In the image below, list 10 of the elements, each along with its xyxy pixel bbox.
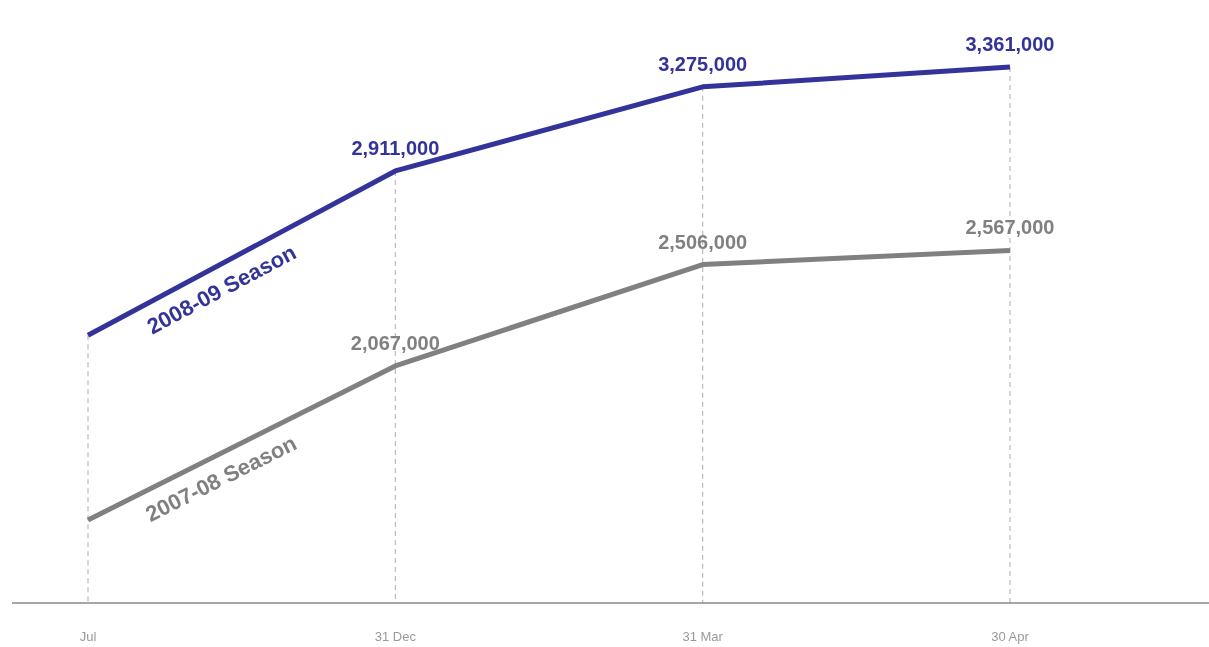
- x-tick-label: Jul: [79, 629, 97, 644]
- data-label: 2,067,000: [350, 331, 440, 354]
- x-tick-label: 31 Dec: [374, 629, 417, 644]
- data-label: 2,567,000: [965, 216, 1055, 239]
- x-tick-label: 30 Apr: [991, 629, 1030, 644]
- data-label: 2,506,000: [658, 230, 748, 253]
- data-label: 3,361,000: [965, 33, 1055, 55]
- data-label: 2,911,000: [351, 136, 440, 159]
- data-label: 3,275,000: [658, 52, 748, 75]
- x-tick-label: 31 Mar: [682, 629, 724, 644]
